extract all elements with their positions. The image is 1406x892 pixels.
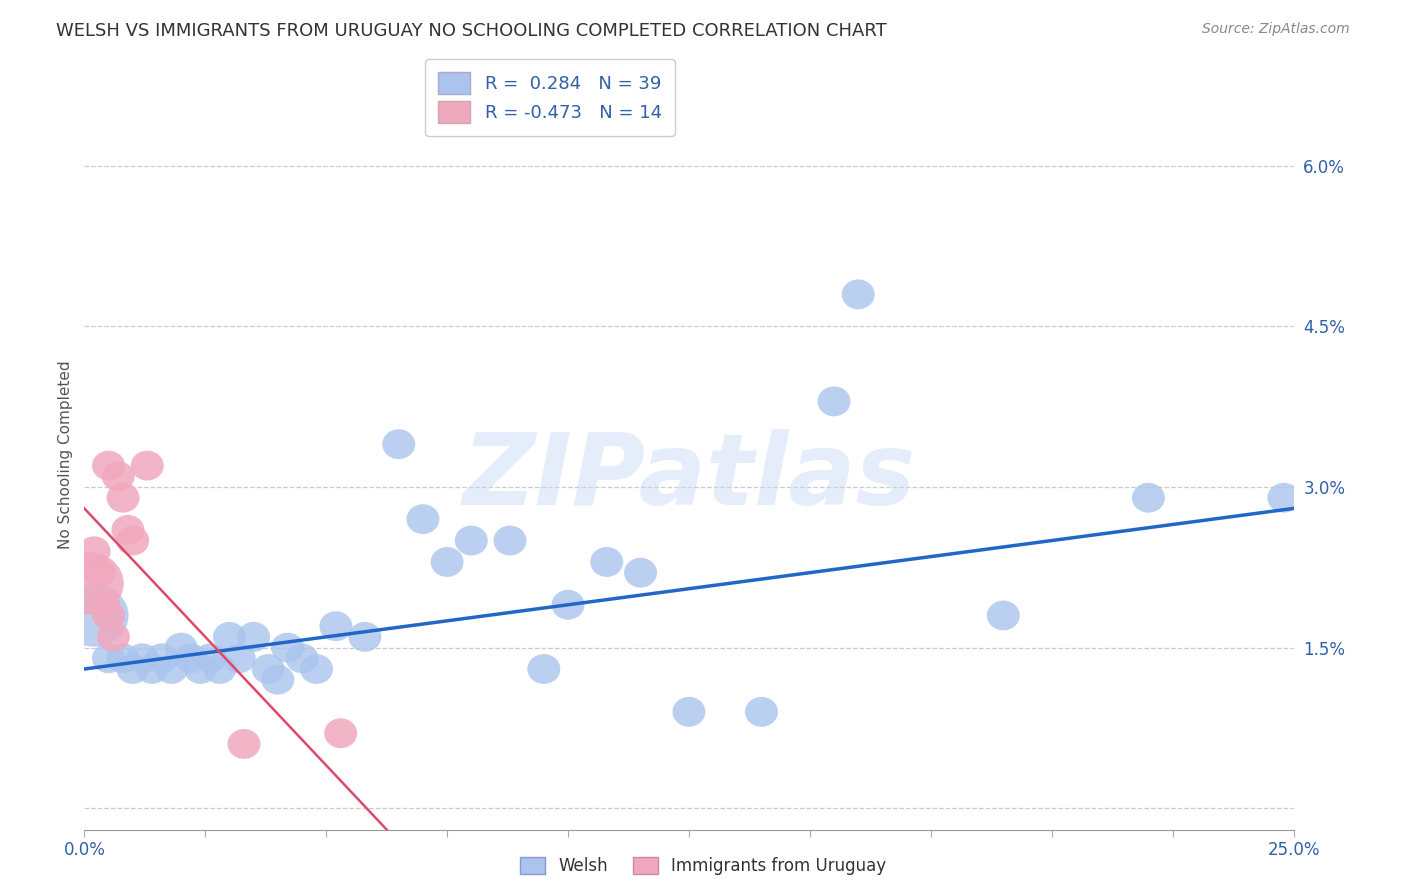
Legend: R =  0.284   N = 39, R = -0.473   N = 14: R = 0.284 N = 39, R = -0.473 N = 14	[425, 60, 675, 136]
Y-axis label: No Schooling Completed: No Schooling Completed	[58, 360, 73, 549]
Text: WELSH VS IMMIGRANTS FROM URUGUAY NO SCHOOLING COMPLETED CORRELATION CHART: WELSH VS IMMIGRANTS FROM URUGUAY NO SCHO…	[56, 22, 887, 40]
Text: Source: ZipAtlas.com: Source: ZipAtlas.com	[1202, 22, 1350, 37]
Legend: Welsh, Immigrants from Uruguay: Welsh, Immigrants from Uruguay	[512, 849, 894, 884]
Text: ZIPatlas: ZIPatlas	[463, 429, 915, 526]
